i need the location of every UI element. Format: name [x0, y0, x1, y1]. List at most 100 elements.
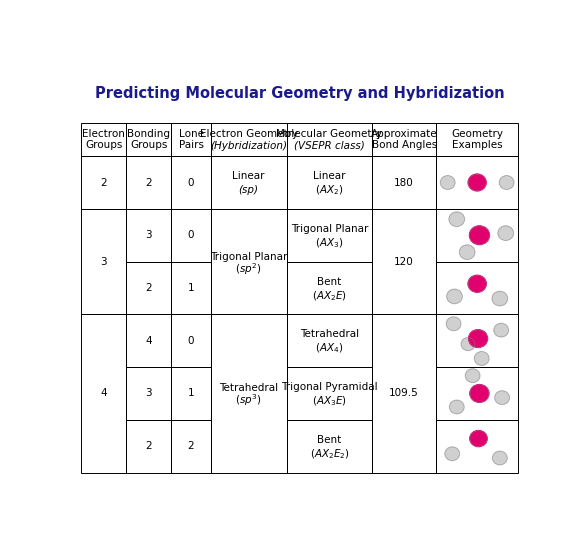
Text: 1: 1: [188, 389, 194, 399]
Bar: [436, 367, 518, 420]
Ellipse shape: [451, 214, 460, 222]
Ellipse shape: [466, 370, 478, 380]
Text: Electron Geometry: Electron Geometry: [199, 128, 298, 138]
Ellipse shape: [443, 178, 450, 185]
Ellipse shape: [473, 229, 482, 238]
Ellipse shape: [474, 435, 477, 438]
Ellipse shape: [449, 320, 456, 326]
Ellipse shape: [479, 355, 481, 357]
Ellipse shape: [449, 451, 452, 453]
Ellipse shape: [463, 339, 472, 347]
Ellipse shape: [452, 402, 459, 409]
Ellipse shape: [462, 248, 469, 254]
Ellipse shape: [498, 394, 503, 399]
Ellipse shape: [464, 249, 466, 251]
Ellipse shape: [494, 293, 505, 303]
Ellipse shape: [497, 393, 505, 401]
Ellipse shape: [497, 326, 503, 332]
Ellipse shape: [462, 338, 473, 349]
Ellipse shape: [473, 434, 480, 440]
Ellipse shape: [503, 178, 508, 184]
Ellipse shape: [470, 373, 471, 374]
Ellipse shape: [473, 388, 483, 396]
Ellipse shape: [472, 432, 484, 444]
Ellipse shape: [472, 386, 486, 399]
Ellipse shape: [446, 317, 460, 330]
Ellipse shape: [497, 393, 504, 400]
Ellipse shape: [477, 354, 484, 361]
Text: $(AX_3E)$: $(AX_3E)$: [312, 395, 347, 408]
Ellipse shape: [472, 387, 484, 397]
Ellipse shape: [453, 215, 457, 220]
Ellipse shape: [472, 333, 480, 340]
Bar: [171, 367, 211, 420]
Ellipse shape: [497, 295, 498, 297]
Ellipse shape: [474, 230, 480, 236]
Ellipse shape: [475, 389, 479, 393]
Ellipse shape: [470, 175, 483, 188]
Ellipse shape: [499, 395, 501, 396]
Ellipse shape: [469, 330, 486, 346]
Ellipse shape: [472, 228, 483, 239]
Ellipse shape: [466, 369, 480, 383]
Ellipse shape: [472, 333, 481, 341]
Ellipse shape: [441, 176, 455, 189]
Text: Trigonal Planar: Trigonal Planar: [291, 224, 368, 234]
Ellipse shape: [447, 449, 455, 457]
Ellipse shape: [463, 249, 467, 252]
Ellipse shape: [461, 338, 475, 350]
Ellipse shape: [494, 453, 504, 462]
Ellipse shape: [476, 390, 477, 391]
Ellipse shape: [468, 371, 475, 378]
Ellipse shape: [453, 404, 456, 407]
Bar: [171, 209, 211, 262]
Text: 2: 2: [146, 283, 152, 293]
Ellipse shape: [464, 249, 466, 251]
Ellipse shape: [494, 293, 504, 302]
Ellipse shape: [473, 387, 483, 397]
Ellipse shape: [495, 453, 503, 461]
Ellipse shape: [472, 279, 478, 284]
Ellipse shape: [499, 395, 501, 397]
Ellipse shape: [460, 245, 474, 258]
Ellipse shape: [497, 393, 506, 401]
Ellipse shape: [441, 176, 453, 188]
Ellipse shape: [463, 248, 469, 254]
Ellipse shape: [498, 327, 501, 330]
Ellipse shape: [496, 326, 504, 332]
Text: (sp): (sp): [239, 186, 259, 195]
Ellipse shape: [495, 295, 500, 299]
Text: 3: 3: [101, 256, 107, 267]
Ellipse shape: [450, 292, 456, 298]
Text: Trigonal Pyramidal: Trigonal Pyramidal: [281, 382, 378, 392]
Ellipse shape: [495, 454, 501, 459]
Ellipse shape: [495, 453, 502, 460]
Ellipse shape: [445, 447, 459, 461]
Ellipse shape: [452, 215, 458, 221]
Ellipse shape: [503, 230, 504, 232]
Ellipse shape: [495, 391, 508, 404]
Ellipse shape: [496, 392, 507, 402]
Ellipse shape: [470, 226, 488, 244]
Ellipse shape: [449, 291, 459, 300]
Ellipse shape: [503, 179, 506, 182]
Ellipse shape: [450, 214, 461, 223]
Ellipse shape: [449, 320, 455, 325]
Bar: [287, 367, 372, 420]
Ellipse shape: [464, 341, 468, 344]
Ellipse shape: [473, 433, 481, 441]
Text: (VSEPR class): (VSEPR class): [294, 141, 365, 150]
Text: $(sp^2)$: $(sp^2)$: [235, 261, 262, 277]
Bar: [287, 209, 372, 262]
Bar: [126, 315, 171, 367]
Ellipse shape: [496, 295, 499, 298]
Ellipse shape: [472, 177, 479, 184]
Ellipse shape: [453, 216, 455, 218]
Ellipse shape: [495, 324, 506, 335]
Ellipse shape: [471, 432, 485, 445]
Ellipse shape: [451, 293, 453, 295]
Ellipse shape: [501, 229, 507, 234]
Ellipse shape: [449, 320, 455, 324]
Ellipse shape: [503, 180, 506, 182]
Text: 4: 4: [146, 336, 152, 346]
